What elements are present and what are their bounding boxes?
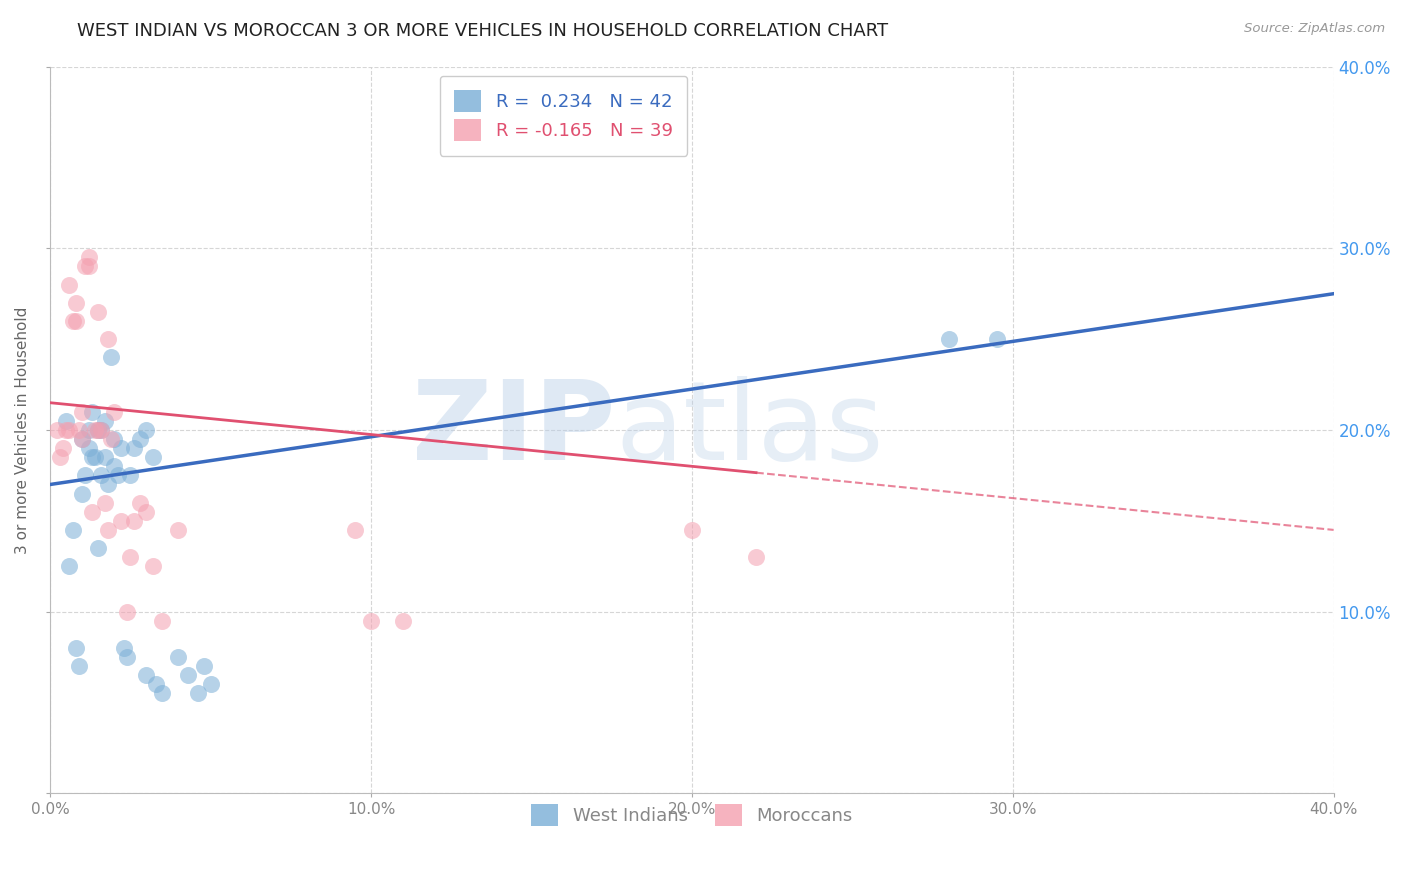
- Point: [112, 640, 135, 655]
- Point: [135, 423, 157, 437]
- Point: [103, 432, 125, 446]
- Point: [100, 351, 122, 365]
- Point: [187, 686, 209, 700]
- Point: [145, 677, 167, 691]
- Point: [67, 423, 90, 437]
- Point: [90, 423, 112, 437]
- Point: [80, 405, 103, 419]
- Point: [135, 668, 157, 682]
- Point: [103, 405, 125, 419]
- Y-axis label: 3 or more Vehicles in Household: 3 or more Vehicles in Household: [15, 306, 30, 554]
- Point: [97, 477, 120, 491]
- Legend: West Indians, Moroccans: West Indians, Moroccans: [522, 795, 862, 835]
- Point: [167, 523, 190, 537]
- Point: [80, 450, 103, 465]
- Point: [177, 668, 200, 682]
- Point: [142, 559, 165, 574]
- Point: [70, 405, 93, 419]
- Point: [65, 640, 87, 655]
- Text: ZIP: ZIP: [412, 376, 614, 483]
- Point: [129, 432, 152, 446]
- Point: [135, 505, 157, 519]
- Point: [110, 514, 132, 528]
- Point: [343, 523, 366, 537]
- Point: [122, 441, 145, 455]
- Point: [93, 414, 115, 428]
- Text: Source: ZipAtlas.com: Source: ZipAtlas.com: [1244, 22, 1385, 36]
- Point: [93, 450, 115, 465]
- Point: [97, 332, 120, 346]
- Point: [360, 614, 382, 628]
- Point: [70, 432, 93, 446]
- Point: [152, 614, 174, 628]
- Point: [87, 541, 110, 555]
- Point: [77, 260, 100, 274]
- Point: [62, 314, 84, 328]
- Point: [55, 414, 77, 428]
- Point: [84, 450, 107, 465]
- Point: [87, 305, 110, 319]
- Point: [110, 441, 132, 455]
- Point: [87, 423, 110, 437]
- Point: [52, 441, 75, 455]
- Point: [58, 423, 80, 437]
- Point: [70, 486, 93, 500]
- Point: [70, 432, 93, 446]
- Point: [65, 314, 87, 328]
- Point: [80, 505, 103, 519]
- Point: [129, 496, 152, 510]
- Point: [58, 559, 80, 574]
- Text: atlas: atlas: [614, 376, 883, 483]
- Point: [938, 332, 960, 346]
- Point: [67, 659, 90, 673]
- Point: [90, 423, 112, 437]
- Point: [681, 523, 703, 537]
- Point: [75, 260, 97, 274]
- Point: [62, 523, 84, 537]
- Point: [45, 423, 67, 437]
- Point: [97, 523, 120, 537]
- Point: [65, 295, 87, 310]
- Point: [77, 251, 100, 265]
- Point: [75, 468, 97, 483]
- Point: [87, 423, 110, 437]
- Point: [986, 332, 1008, 346]
- Point: [120, 468, 142, 483]
- Point: [142, 450, 165, 465]
- Point: [200, 677, 222, 691]
- Point: [103, 459, 125, 474]
- Point: [77, 441, 100, 455]
- Point: [58, 277, 80, 292]
- Point: [122, 514, 145, 528]
- Point: [90, 468, 112, 483]
- Point: [152, 686, 174, 700]
- Point: [115, 650, 138, 665]
- Point: [100, 432, 122, 446]
- Point: [392, 614, 415, 628]
- Point: [49, 450, 72, 465]
- Point: [120, 550, 142, 565]
- Point: [84, 423, 107, 437]
- Text: WEST INDIAN VS MOROCCAN 3 OR MORE VEHICLES IN HOUSEHOLD CORRELATION CHART: WEST INDIAN VS MOROCCAN 3 OR MORE VEHICL…: [77, 22, 889, 40]
- Point: [107, 468, 129, 483]
- Point: [745, 550, 768, 565]
- Point: [93, 496, 115, 510]
- Point: [55, 423, 77, 437]
- Point: [167, 650, 190, 665]
- Point: [115, 605, 138, 619]
- Point: [193, 659, 215, 673]
- Point: [77, 423, 100, 437]
